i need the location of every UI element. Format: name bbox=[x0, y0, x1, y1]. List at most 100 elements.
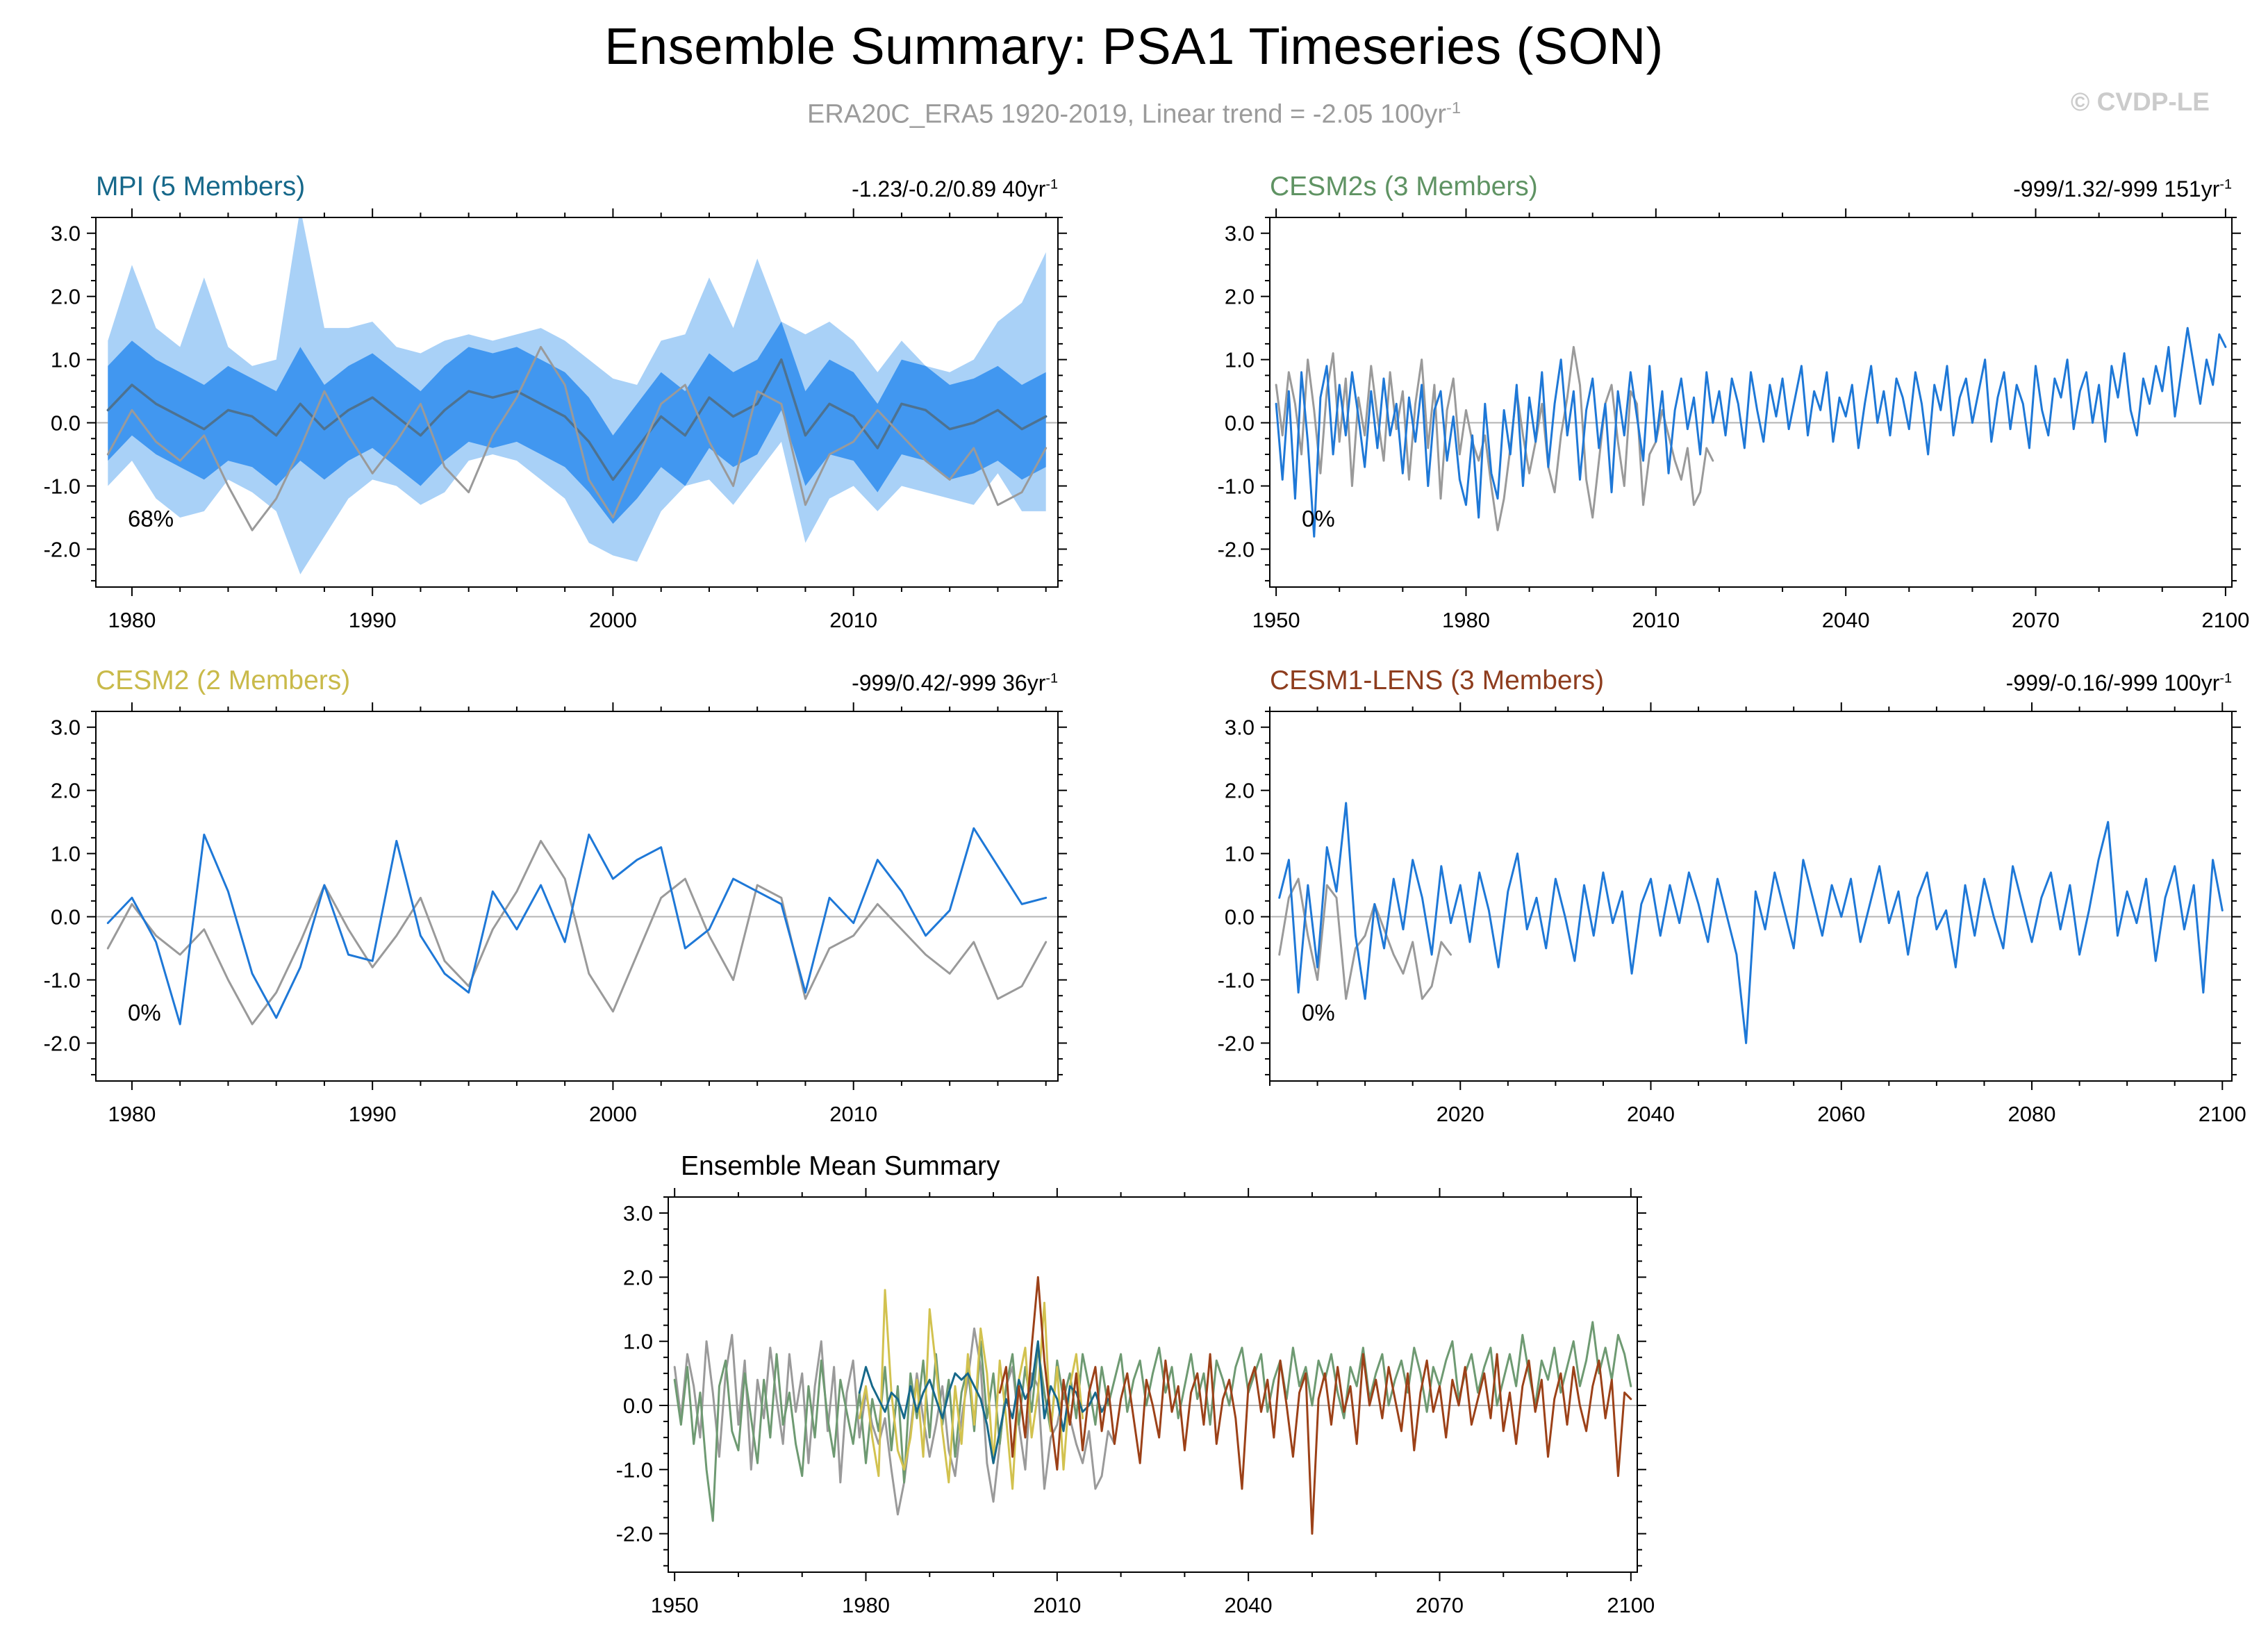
panel-cesm2s-title: CESM2s (3 Members) bbox=[1270, 172, 1538, 201]
axis-ticks bbox=[87, 208, 1067, 596]
series-member-mean bbox=[1278, 802, 2224, 1044]
series-cesm2-mean bbox=[858, 1289, 1084, 1490]
plot-area bbox=[1270, 802, 2232, 1044]
y-axis-tick-label: 1.0 bbox=[1225, 348, 1255, 372]
trend-superscript: -1 bbox=[1045, 670, 1058, 686]
trend-text: -999/1.32/-999 151yr bbox=[2013, 176, 2220, 201]
plot-frame bbox=[1269, 711, 2233, 1082]
panel-cesm1-lens-trend-label: -999/-0.16/-999 100yr-1 bbox=[2006, 670, 2232, 696]
x-axis-tick-label: 2060 bbox=[1817, 1102, 1865, 1126]
axis-ticks bbox=[87, 702, 1067, 1090]
panel-cesm2-title: CESM2 (2 Members) bbox=[96, 666, 351, 695]
y-axis-tick-label: 2.0 bbox=[1225, 779, 1255, 803]
y-axis-tick-label: 2.0 bbox=[623, 1265, 653, 1289]
series-cesm1-lens-mean bbox=[998, 1276, 1632, 1535]
panel-mpi-header: MPI (5 Members) -1.23/-0.2/0.89 40yr-1 bbox=[96, 164, 1058, 202]
y-axis-tick-label: 0.0 bbox=[51, 905, 81, 930]
trend-superscript: -1 bbox=[2219, 670, 2232, 686]
y-axis-tick-label: -1.0 bbox=[1218, 968, 1255, 992]
x-axis-tick-label: 1990 bbox=[349, 1102, 397, 1126]
x-axis-tick-label: 2100 bbox=[2199, 1102, 2246, 1126]
ensemble-mean-summary-plot: 1950 1980 2010 2040 2070 2100 3.0 2.0 1.0 0.0 -1.0… bbox=[616, 1188, 1655, 1617]
x-axis-tick-label: 2010 bbox=[1033, 1593, 1081, 1617]
subtitle-superscript: -1 bbox=[1446, 99, 1461, 117]
trend-text: -1.23/-0.2/0.89 40yr bbox=[852, 176, 1046, 201]
series-cesm2s-mean bbox=[673, 1321, 1632, 1522]
panel-cesm2s: CESM2s (3 Members) -999/1.32/-999 151yr-… bbox=[1193, 164, 2260, 641]
y-axis-tick-label: -1.0 bbox=[44, 968, 81, 992]
x-axis-tick-label: 2070 bbox=[2012, 608, 2060, 632]
x-axis-tick-label: 2010 bbox=[829, 608, 877, 632]
y-axis-tick-label: -1.0 bbox=[1218, 474, 1255, 498]
series-observations bbox=[106, 345, 1048, 531]
y-axis-tick-label: -2.0 bbox=[616, 1522, 653, 1546]
panel-cesm2s-header: CESM2s (3 Members) -999/1.32/-999 151yr-… bbox=[1270, 164, 2232, 202]
panel-ensemble-mean-summary: Ensemble Mean Summary 1950 1980 2010 2040 20… bbox=[592, 1144, 1665, 1626]
x-axis-tick-label: 1950 bbox=[651, 1593, 699, 1617]
x-axis-tick-label: 2020 bbox=[1437, 1102, 1484, 1126]
x-axis-tick-label: 2000 bbox=[589, 608, 637, 632]
cesm1-lens-plot: 2020 2040 2060 2080 2100 3.0 2.0 1.0 0.0 -1.0 -2.0 bbox=[1218, 702, 2246, 1126]
x-axis-tick-label: 1980 bbox=[108, 1102, 156, 1126]
y-axis-tick-label: -1.0 bbox=[44, 474, 81, 498]
panel-cesm2s-trend-label: -999/1.32/-999 151yr-1 bbox=[2013, 176, 2232, 202]
panel-cesm2-trend-label: -999/0.42/-999 36yr-1 bbox=[852, 670, 1058, 696]
y-axis-tick-label: 0.0 bbox=[1225, 905, 1255, 930]
subtitle-text: ERA20C_ERA5 1920-2019, Linear trend = -2… bbox=[807, 99, 1447, 129]
x-axis-tick-label: 2100 bbox=[1607, 1593, 1655, 1617]
y-axis-tick-label: -2.0 bbox=[1218, 537, 1255, 561]
x-axis-tick-label: 1950 bbox=[1252, 608, 1300, 632]
y-axis-tick-label: 1.0 bbox=[623, 1330, 653, 1354]
y-axis-tick-label: 2.0 bbox=[51, 285, 81, 309]
series-observations bbox=[673, 1327, 1116, 1516]
y-axis-tick-label: 2.0 bbox=[1225, 285, 1255, 309]
panel-ensemble-mean-summary-title: Ensemble Mean Summary bbox=[681, 1151, 1000, 1181]
axis-ticks bbox=[1261, 208, 2241, 596]
y-axis-tick-label: 3.0 bbox=[1225, 222, 1255, 246]
series-observations bbox=[1275, 345, 1714, 531]
x-axis-tick-label: 2040 bbox=[1627, 1102, 1675, 1126]
plot-area bbox=[96, 217, 1058, 575]
series-observations bbox=[106, 839, 1048, 1025]
plot-frame bbox=[95, 217, 1059, 588]
x-axis-tick-label: 2000 bbox=[589, 1102, 637, 1126]
cesm2s-plot: 1950 1980 2010 2040 2070 2100 3.0 2.0 1.0 0.0 -1.0… bbox=[1218, 208, 2249, 632]
trend-superscript: -1 bbox=[2219, 176, 2232, 192]
x-axis-tick-label: 2040 bbox=[1225, 1593, 1273, 1617]
y-axis-tick-label: 2.0 bbox=[51, 779, 81, 803]
trend-text: -999/-0.16/-999 100yr bbox=[2005, 670, 2220, 695]
panel-cesm2-percent-label: 0% bbox=[128, 1000, 161, 1025]
y-axis-tick-label: 3.0 bbox=[51, 222, 81, 246]
panel-cesm2s-percent-label: 0% bbox=[1302, 506, 1335, 531]
y-axis-tick-label: 0.0 bbox=[1225, 411, 1255, 436]
figure-subtitle: ERA20C_ERA5 1920-2019, Linear trend = -2… bbox=[0, 99, 2268, 130]
y-axis-tick-label: 0.0 bbox=[623, 1394, 653, 1418]
y-axis-tick-label: 1.0 bbox=[51, 842, 81, 866]
y-axis-tick-label: 3.0 bbox=[623, 1201, 653, 1226]
x-axis-tick-label: 2010 bbox=[1632, 608, 1680, 632]
y-axis-tick-label: 1.0 bbox=[51, 348, 81, 372]
panel-cesm2: CESM2 (2 Members) -999/0.42/-999 36yr-1 … bbox=[19, 658, 1086, 1135]
panel-mpi: MPI (5 Members) -1.23/-0.2/0.89 40yr-1 1… bbox=[19, 164, 1086, 641]
series-member-mean bbox=[106, 827, 1048, 1025]
y-axis-tick-label: 3.0 bbox=[1225, 716, 1255, 740]
panel-cesm1-lens-percent-label: 0% bbox=[1302, 1000, 1335, 1025]
trend-text: -999/0.42/-999 36yr bbox=[852, 670, 1046, 695]
panel-cesm2-header: CESM2 (2 Members) -999/0.42/-999 36yr-1 bbox=[96, 658, 1058, 696]
plot-area bbox=[96, 827, 1058, 1025]
plot-frame bbox=[668, 1196, 1638, 1573]
panel-cesm1-lens-header: CESM1-LENS (3 Members) -999/-0.16/-999 1… bbox=[1270, 658, 2232, 696]
series-member-mean bbox=[1275, 327, 2227, 538]
mpi-plot: 1980 1990 2000 2010 3.0 2.0 1.0 0.0 -1.0 -2.0 bbox=[44, 208, 1067, 632]
y-axis-tick-label: -2.0 bbox=[1218, 1031, 1255, 1055]
x-axis-tick-label: 2070 bbox=[1416, 1593, 1464, 1617]
x-axis-tick-label: 1980 bbox=[1442, 608, 1490, 632]
axis-ticks bbox=[659, 1188, 1646, 1581]
x-axis-tick-label: 2040 bbox=[1822, 608, 1870, 632]
panel-mpi-percent-label: 68% bbox=[128, 506, 174, 531]
cesm2-plot: 1980 1990 2000 2010 3.0 2.0 1.0 0.0 -1.0 -2.0 bbox=[44, 702, 1067, 1126]
x-axis-tick-label: 2100 bbox=[2201, 608, 2249, 632]
panel-ensemble-mean-summary-header: Ensemble Mean Summary bbox=[668, 1144, 1637, 1182]
axis-ticks bbox=[1261, 702, 2241, 1090]
